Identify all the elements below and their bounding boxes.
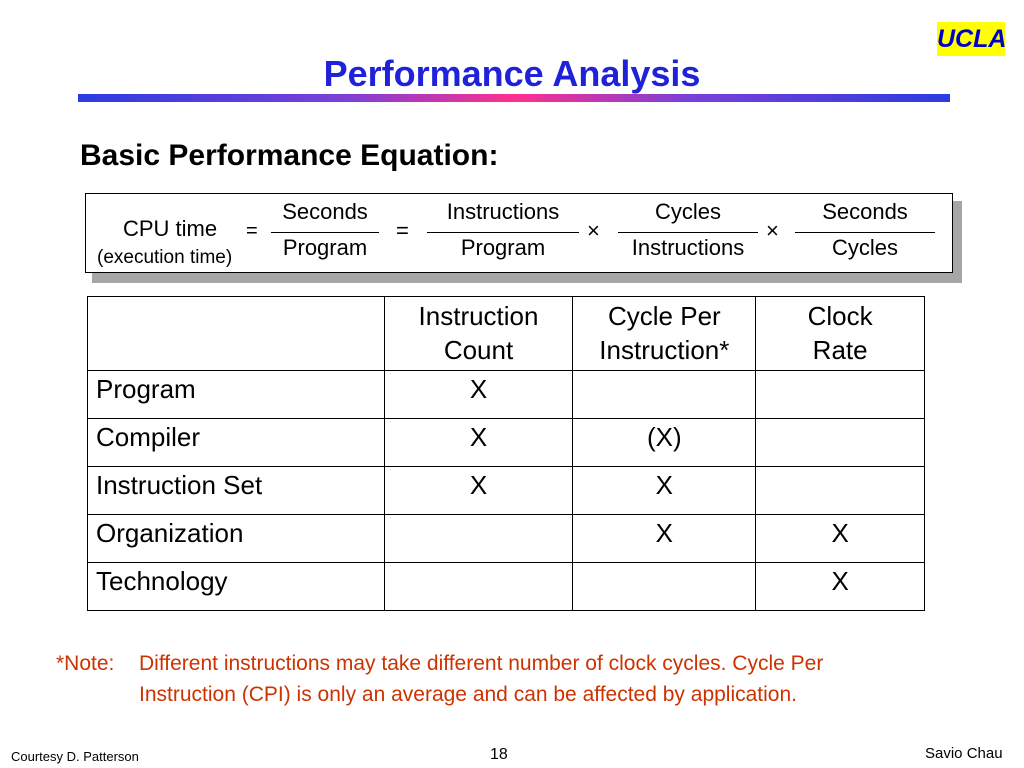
header-line: Cycle Per bbox=[607, 301, 721, 331]
equation-times-1: × bbox=[587, 218, 600, 243]
title-underline bbox=[78, 94, 950, 102]
table-cell: X bbox=[755, 514, 925, 563]
equation-box: CPU time = (execution time) Seconds Prog… bbox=[85, 193, 953, 273]
table-header-clock-rate: Clock Rate bbox=[755, 296, 925, 371]
table-row: Compiler X (X) bbox=[87, 418, 925, 467]
fraction-denominator: Cycles bbox=[831, 235, 898, 260]
footer-credit: Courtesy D. Patterson bbox=[11, 749, 139, 764]
row-label: Organization bbox=[87, 514, 385, 563]
fraction-numerator: Seconds bbox=[282, 199, 368, 224]
fraction-bar bbox=[618, 232, 758, 233]
ucla-logo: UCLA bbox=[937, 22, 1006, 56]
row-label: Compiler bbox=[87, 418, 385, 467]
equation-equals-1: = bbox=[246, 220, 258, 242]
fraction-numerator: Instructions bbox=[446, 199, 560, 224]
page-number: 18 bbox=[490, 746, 508, 763]
header-line: Clock bbox=[807, 301, 873, 331]
table-header-row: Instruction Count Cycle Per Instruction*… bbox=[87, 296, 925, 371]
fraction-numerator: Cycles bbox=[654, 199, 721, 224]
row-label: Program bbox=[87, 370, 385, 419]
header-line: Instruction* bbox=[599, 335, 730, 365]
equation-lhs-note: (execution time) bbox=[97, 247, 233, 268]
table-header-instruction-count: Instruction Count bbox=[383, 296, 574, 371]
equation-equals-2: = bbox=[396, 218, 409, 243]
table-header-cpi: Cycle Per Instruction* bbox=[572, 296, 757, 371]
table-cell bbox=[755, 418, 925, 467]
fraction-numerator: Seconds bbox=[822, 199, 908, 224]
performance-factors-table: Instruction Count Cycle Per Instruction*… bbox=[87, 296, 925, 611]
fraction-bar bbox=[795, 232, 935, 233]
table-cell: X bbox=[572, 514, 757, 563]
footer-author: Savio Chau bbox=[925, 745, 1003, 762]
table-cell bbox=[755, 466, 925, 515]
table-row: Program X bbox=[87, 370, 925, 419]
slide-subtitle: Basic Performance Equation: bbox=[80, 139, 499, 172]
note-line-2: Instruction (CPI) is only an average and… bbox=[139, 683, 798, 706]
table-cell: X bbox=[383, 370, 574, 419]
table-cell bbox=[572, 562, 757, 611]
fraction-seconds-per-cycle: Seconds Cycles bbox=[795, 199, 935, 263]
equation-lhs: CPU time bbox=[123, 216, 218, 241]
header-line: Instruction bbox=[418, 301, 539, 331]
table-cell: X bbox=[383, 418, 574, 467]
fraction-denominator: Instructions bbox=[631, 235, 745, 260]
table-row: Instruction Set X X bbox=[87, 466, 925, 515]
table-cell bbox=[572, 370, 757, 419]
equation-times-2: × bbox=[766, 218, 779, 243]
table-cell: (X) bbox=[572, 418, 757, 467]
row-label: Instruction Set bbox=[87, 466, 385, 515]
table-cell: X bbox=[572, 466, 757, 515]
fraction-bar bbox=[427, 232, 579, 233]
fraction-denominator: Program bbox=[282, 235, 368, 260]
header-line: Count bbox=[443, 335, 514, 365]
table-row: Organization X X bbox=[87, 514, 925, 563]
slide-title: Performance Analysis bbox=[323, 53, 701, 94]
table-cell bbox=[383, 514, 574, 563]
row-label: Technology bbox=[87, 562, 385, 611]
fraction-cycles-per-instruction: Cycles Instructions bbox=[618, 199, 758, 263]
table-row: Technology X bbox=[87, 562, 925, 611]
header-line: Rate bbox=[812, 335, 868, 365]
fraction-denominator: Program bbox=[460, 235, 546, 260]
table-cell: X bbox=[383, 466, 574, 515]
note-line-1: Different instructions may take differen… bbox=[139, 652, 824, 675]
fraction-instructions-per-program: Instructions Program bbox=[427, 199, 579, 263]
table-cell bbox=[383, 562, 574, 611]
note-body: Different instructions may take differen… bbox=[139, 648, 999, 710]
note-label: *Note: bbox=[56, 652, 115, 675]
fraction-bar bbox=[271, 232, 379, 233]
table-cell bbox=[755, 370, 925, 419]
table-header-empty bbox=[87, 296, 385, 371]
table-cell: X bbox=[755, 562, 925, 611]
fraction-seconds-per-program: Seconds Program bbox=[271, 199, 379, 263]
